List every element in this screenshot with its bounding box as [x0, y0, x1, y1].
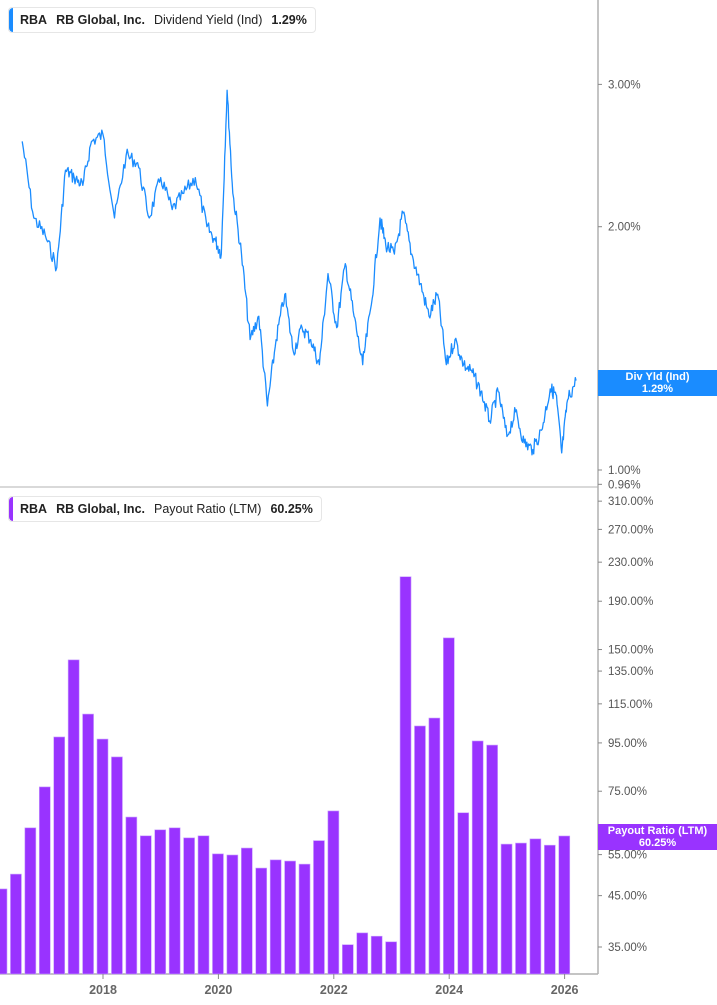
bottom-y-axis-ticks: 310.00% 270.00% 230.00% 190.00% 150.00% 135.0… [598, 496, 653, 954]
x-tick-label: 2020 [204, 983, 232, 997]
legend-ticker: RBA [20, 502, 48, 516]
payout-ratio-bars [0, 576, 571, 975]
payout-bar-2023Q3[interactable] [399, 576, 412, 975]
payout-bar-2017Q3[interactable] [53, 736, 66, 975]
payout-bar-2024Q4[interactable] [471, 740, 484, 975]
payout-bar-2021Q1[interactable] [255, 867, 268, 975]
y-tick-label: 0.96% [608, 479, 641, 491]
y-tick-label: 270.00% [608, 524, 653, 536]
payout-bar-2020Q1[interactable] [197, 835, 210, 975]
payout-bar-2018Q3[interactable] [111, 756, 123, 975]
payout-bar-2022Q3[interactable] [342, 944, 354, 975]
payout-bar-2022Q1[interactable] [313, 840, 325, 975]
payout-bar-2019Q4[interactable] [183, 837, 195, 975]
payout-bar-2026Q2[interactable] [558, 835, 571, 975]
legend-metric: Payout Ratio (LTM) [154, 502, 262, 516]
payout-bar-2025Q1[interactable] [486, 744, 498, 975]
payout-bar-2018Q1[interactable] [82, 713, 94, 975]
payout-bar-2023Q1[interactable] [370, 935, 383, 975]
payout-bar-2019Q2[interactable] [154, 829, 167, 975]
y-tick-label: 135.00% [608, 666, 653, 678]
top-y-axis-ticks: 3.00% 2.00% 1.00% 0.96% [598, 79, 641, 491]
payout-bar-2018Q2[interactable] [96, 738, 109, 975]
tag-label: Div Yld (Ind) [625, 371, 690, 383]
payout-bar-2024Q3[interactable] [457, 812, 470, 975]
legend-value: 60.25% [270, 502, 313, 516]
tag-value: 1.29% [641, 383, 674, 395]
payout-bar-2017Q1[interactable] [24, 827, 37, 975]
y-tick-label: 150.00% [608, 645, 653, 657]
y-tick-label: 230.00% [608, 557, 653, 569]
payout-bar-2017Q4[interactable] [67, 659, 80, 975]
x-tick-label: 2022 [320, 983, 348, 997]
payout-bar-2022Q2[interactable] [327, 810, 340, 975]
legend-company: RB Global, Inc. [56, 13, 145, 27]
payout-ratio-value-tag: Payout Ratio (LTM) 60.25% [598, 824, 717, 850]
y-tick-label: 45.00% [608, 891, 647, 903]
payout-bar-2019Q1[interactable] [140, 835, 152, 975]
payout-bar-2020Q4[interactable] [241, 847, 253, 975]
legend-color-swatch [9, 8, 13, 32]
legend-ticker: RBA [20, 13, 48, 27]
x-tick-label: 2018 [89, 983, 117, 997]
legend-metric: Dividend Yield (Ind) [154, 13, 263, 27]
payout-bar-2017Q2[interactable] [38, 786, 51, 975]
payout-bar-2019Q3[interactable] [168, 827, 181, 975]
dividend-yield-legend[interactable]: RBA RB Global, Inc. Dividend Yield (Ind)… [8, 7, 316, 33]
tag-label: Payout Ratio (LTM) [607, 825, 708, 837]
legend-company: RB Global, Inc. [56, 502, 145, 516]
payout-bar-2021Q3[interactable] [284, 860, 296, 975]
y-tick-label: 2.00% [608, 222, 641, 234]
payout-bar-2026Q1[interactable] [544, 844, 556, 975]
tag-value: 60.25% [638, 837, 677, 849]
payout-bar-2021Q2[interactable] [269, 859, 282, 975]
x-tick-label: 2026 [551, 983, 579, 997]
y-tick-label: 190.00% [608, 596, 653, 608]
payout-bar-2020Q3[interactable] [226, 854, 239, 975]
x-axis-ticks: 2018 2020 2022 2024 2026 [89, 974, 579, 997]
payout-bar-2024Q2[interactable] [443, 637, 455, 975]
y-tick-label: 35.00% [608, 942, 647, 954]
y-tick-label: 95.00% [608, 738, 647, 750]
dividend-yield-value-tag: Div Yld (Ind) 1.29% [598, 370, 717, 396]
payout-bar-2025Q3[interactable] [515, 842, 527, 975]
legend-color-swatch [9, 497, 13, 521]
y-tick-label: 55.00% [608, 850, 647, 862]
y-tick-label: 310.00% [608, 496, 653, 508]
payout-bar-2025Q2[interactable] [500, 843, 513, 975]
payout-bar-2016Q4[interactable] [10, 873, 22, 975]
payout-bar-2023Q4[interactable] [414, 725, 426, 975]
payout-bar-2020Q2[interactable] [212, 853, 224, 975]
payout-bar-2016Q3[interactable] [0, 888, 8, 975]
legend-value: 1.29% [271, 13, 307, 27]
y-tick-label: 3.00% [608, 79, 641, 91]
y-tick-label: 75.00% [608, 786, 647, 798]
y-tick-label: 115.00% [608, 699, 653, 711]
payout-ratio-legend[interactable]: RBA RB Global, Inc. Payout Ratio (LTM) 6… [8, 496, 322, 522]
payout-bar-2021Q4[interactable] [298, 863, 311, 975]
payout-bar-2025Q4[interactable] [529, 838, 542, 975]
payout-bar-2023Q2[interactable] [385, 941, 397, 975]
payout-bar-2022Q4[interactable] [356, 932, 369, 975]
payout-bar-2024Q1[interactable] [428, 717, 441, 975]
x-tick-label: 2024 [435, 983, 463, 997]
dividend-yield-line[interactable] [21, 89, 577, 456]
payout-bar-2018Q4[interactable] [125, 816, 138, 975]
y-tick-label: 1.00% [608, 465, 641, 477]
